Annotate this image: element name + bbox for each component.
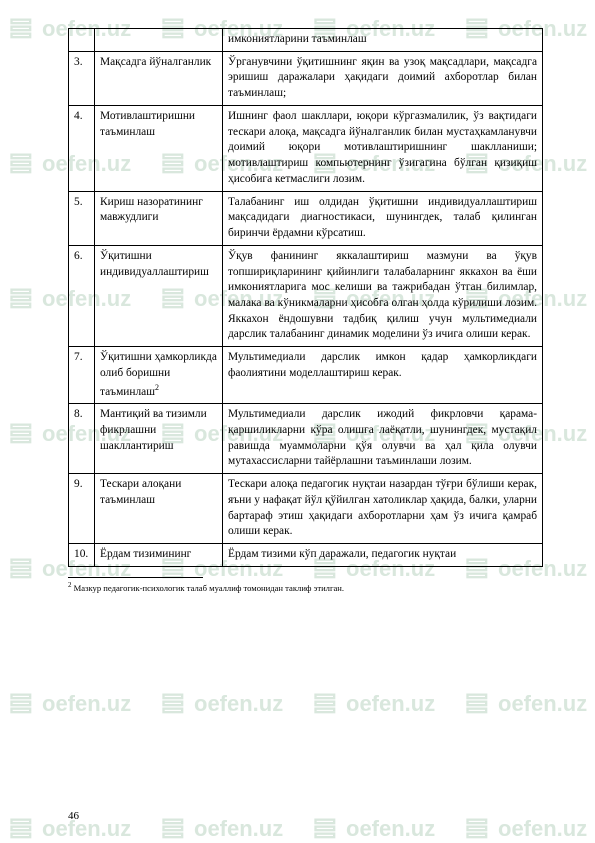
row-number: 8. xyxy=(69,404,95,474)
page-number: 46 xyxy=(68,810,79,822)
row-number: 5. xyxy=(69,191,95,245)
row-label: Мантиқий ва тизимли фикрлашни шакллантир… xyxy=(95,404,223,474)
footnote-text: Мазкур педагогик-психологик талаб муалли… xyxy=(74,583,344,593)
requirements-table: имкониятларини таъминлаш3.Мақсадга йўнал… xyxy=(68,28,543,567)
row-number: 9. xyxy=(69,474,95,544)
table-row: 3.Мақсадга йўналганликЎрганувчини ўқитиш… xyxy=(69,51,543,105)
row-body: Ўрганувчини ўқитишнинг яқин ва узоқ мақс… xyxy=(223,51,543,105)
row-label: Ўқитишни ҳамкорликда олиб боришни таъмин… xyxy=(95,347,223,404)
footnote-separator xyxy=(68,577,203,578)
row-label: Тескари алоқани таъминлаш xyxy=(95,474,223,544)
wm-text: oefen.uz xyxy=(42,816,131,842)
table-row: 5.Кириш назоратининг мавжудлигиТалабанин… xyxy=(69,191,543,245)
row-number: 6. xyxy=(69,245,95,346)
row-number: 4. xyxy=(69,105,95,191)
row-body: имкониятларини таъминлаш xyxy=(223,29,543,52)
wm-text: oefen.uz xyxy=(346,816,435,842)
wm-text: oefen.uz xyxy=(498,816,587,842)
row-body: Ўқув фанининг яккалаштириш мазмуни ва ўқ… xyxy=(223,245,543,346)
wm-text: oefen.uz xyxy=(42,691,131,717)
row-label: Кириш назоратининг мавжудлиги xyxy=(95,191,223,245)
row-body: Мультимедиали дарслик ижодий фикрловчи қ… xyxy=(223,404,543,474)
table-row: 10.Ёрдам тизиминингЁрдам тизими кўп дара… xyxy=(69,544,543,567)
row-body: Тескари алоқа педагогик нуқтаи назардан … xyxy=(223,474,543,544)
row-number: 3. xyxy=(69,51,95,105)
table-row: 9.Тескари алоқани таъминлашТескари алоқа… xyxy=(69,474,543,544)
table-row: 6.Ўқитишни индивидуаллаштиришЎқув фанини… xyxy=(69,245,543,346)
row-body: Ишнинг фаол шакллари, юқори кўргазмалили… xyxy=(223,105,543,191)
row-label: Мақсадга йўналганлик xyxy=(95,51,223,105)
table-row: 7.Ўқитишни ҳамкорликда олиб боришни таъм… xyxy=(69,347,543,404)
row-label xyxy=(95,29,223,52)
page-content: имкониятларини таъминлаш3.Мақсадга йўнал… xyxy=(0,0,595,593)
row-label: Мотивлаштиришни таъминлаш xyxy=(95,105,223,191)
row-label: Ўқитишни индивидуаллаштириш xyxy=(95,245,223,346)
table-row: имкониятларини таъминлаш xyxy=(69,29,543,52)
footnote: 2 Мазкур педагогик-психологик талаб муал… xyxy=(68,581,543,593)
wm-text: oefen.uz xyxy=(346,691,435,717)
table-row: 8.Мантиқий ва тизимли фикрлашни шакллант… xyxy=(69,404,543,474)
row-label: Ёрдам тизимининг xyxy=(95,544,223,567)
wm-text: oefen.uz xyxy=(194,816,283,842)
row-number: 10. xyxy=(69,544,95,567)
wm-text: oefen.uz xyxy=(194,691,283,717)
wm-text: oefen.uz xyxy=(498,691,587,717)
table-row: 4.Мотивлаштиришни таъминлашИшнинг фаол ш… xyxy=(69,105,543,191)
row-body: Мультимедиали дарслик имкон қадар ҳамкор… xyxy=(223,347,543,404)
row-body: Ёрдам тизими кўп даражали, педагогик нуқ… xyxy=(223,544,543,567)
row-number: 7. xyxy=(69,347,95,404)
row-body: Талабанинг иш олдидан ўқитишни индивидуа… xyxy=(223,191,543,245)
footnote-marker: 2 xyxy=(68,581,72,589)
row-number xyxy=(69,29,95,52)
